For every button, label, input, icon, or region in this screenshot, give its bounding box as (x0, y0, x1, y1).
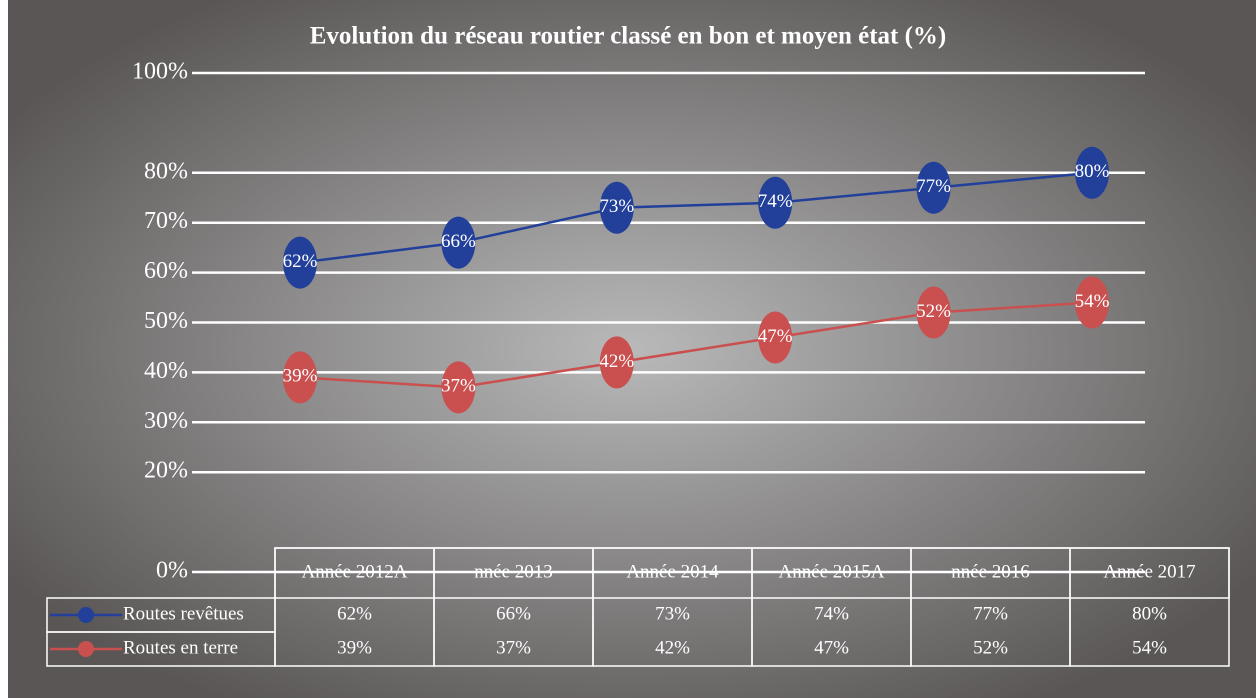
y-tick-label: 30% (144, 408, 188, 434)
y-tick-label: 60% (144, 258, 188, 284)
table-value: 47% (814, 637, 849, 658)
x-tick-label: nnée 2013 (474, 561, 553, 582)
table-value: 62% (337, 603, 372, 624)
table-value: 42% (655, 637, 690, 658)
point-label: 37% (441, 376, 476, 397)
point (916, 161, 951, 214)
point (283, 236, 317, 289)
x-tick-label: Année 2012A (301, 561, 407, 582)
data-table: Année 2012A nnée 2013 Année 2014 Année 2015… (46, 547, 1230, 667)
point-label: 80% (1075, 161, 1110, 182)
point (441, 216, 476, 269)
table-value: 73% (655, 603, 690, 624)
point (441, 361, 476, 414)
point-label: 47% (758, 326, 793, 347)
point-label: 54% (1075, 291, 1110, 312)
point-label: 52% (916, 301, 951, 322)
x-tick-label: Année 2015A (778, 561, 884, 582)
x-tick-label: Année 2014 (626, 561, 719, 582)
point (599, 181, 634, 234)
series-line (299, 171, 1093, 264)
point-label: 39% (283, 366, 318, 387)
point-label: 62% (283, 251, 318, 272)
legend-cell (46, 631, 276, 667)
table-value: 54% (1132, 637, 1167, 658)
point-label: 42% (599, 351, 634, 372)
point (758, 176, 793, 229)
legend-marker (78, 641, 94, 657)
y-tick-label: 50% (144, 308, 188, 334)
point (916, 286, 951, 339)
point (1075, 146, 1109, 199)
legend-marker (78, 607, 94, 623)
point (758, 311, 793, 364)
point-label: 77% (916, 176, 951, 197)
table-value: 66% (496, 603, 531, 624)
y-tick-label: 20% (144, 458, 188, 484)
table-value: 77% (973, 603, 1008, 624)
point (283, 351, 317, 404)
x-tick-label: Année 2017 (1103, 561, 1195, 582)
y-tick-label: 70% (144, 208, 188, 234)
y-tick-label: 0% (156, 558, 188, 584)
background (8, 0, 1256, 698)
plot: 62% 66% 73% 74% 77% 80% 39% 37% 42% 47% 52% 54% (283, 146, 1110, 414)
point (599, 336, 634, 389)
table-value: 52% (973, 637, 1008, 658)
header-cell (1069, 547, 1230, 667)
series-line (299, 301, 1093, 389)
table-value: 37% (496, 637, 531, 658)
table-value: 74% (814, 603, 849, 624)
point-label: 74% (758, 191, 793, 212)
grid: 0% 20% 30% 40% 50% 60% 70% 80% 100% (132, 59, 1145, 584)
legend-label: Routes en terre (123, 637, 238, 658)
chart-title: Evolution du réseau routier classé en bo… (310, 23, 947, 50)
table-value: 80% (1132, 603, 1167, 624)
y-tick-label: 80% (144, 158, 188, 184)
legend-label: Routes revêtues (123, 603, 244, 624)
x-tick-label: nnée 2016 (951, 561, 1030, 582)
table-value: 39% (337, 637, 372, 658)
y-tick-label: 40% (144, 358, 188, 384)
point-label: 73% (599, 196, 634, 217)
y-tick-label: 100% (132, 59, 188, 85)
point (1075, 276, 1109, 329)
point-label: 66% (441, 231, 476, 252)
